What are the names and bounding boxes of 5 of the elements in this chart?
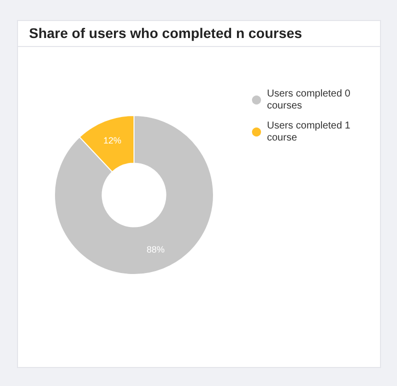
- data-label: 12%: [103, 135, 122, 146]
- legend-label: Users completed 0 courses: [267, 88, 354, 112]
- data-label: 88%: [146, 244, 165, 255]
- chart-title: Share of users who completed n courses: [18, 21, 380, 47]
- legend-label: Users completed 1 course: [267, 120, 354, 144]
